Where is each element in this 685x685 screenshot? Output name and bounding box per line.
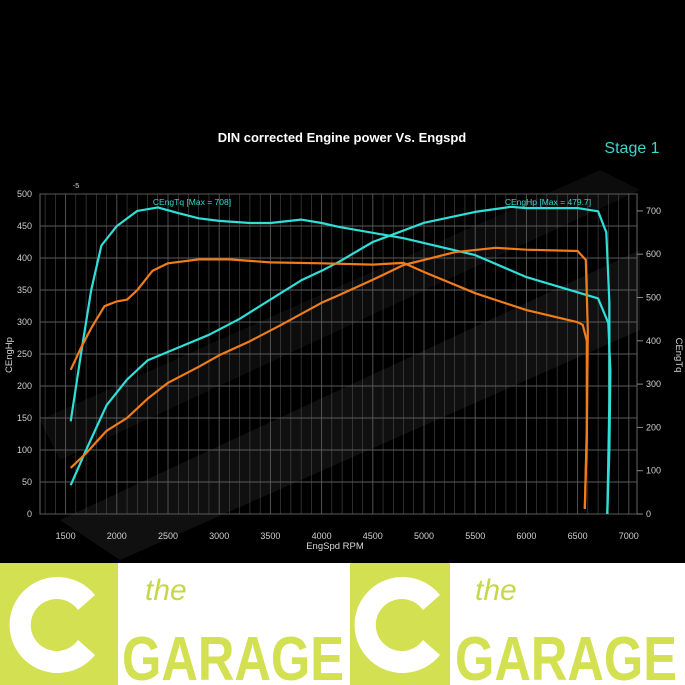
y-left-tick-label: 250 <box>17 349 32 359</box>
y-right-tick-label: 600 <box>646 249 661 259</box>
y-left-tick-label: 450 <box>17 221 32 231</box>
x-tick-label: 5500 <box>465 531 485 541</box>
garage-logo: the GARAGE <box>350 563 677 685</box>
x-tick-label: 5000 <box>414 531 434 541</box>
y-left-tick-label: 400 <box>17 253 32 263</box>
watermark-band <box>40 170 640 460</box>
logo-g-icon <box>9 577 95 674</box>
y-left-tick-label: 50 <box>22 477 32 487</box>
x-tick-label: 4500 <box>363 531 383 541</box>
logo-g-icon <box>354 577 440 673</box>
y-axis-right-label: CEngTq <box>673 338 684 373</box>
x-axis-label: EngSpd RPM <box>306 541 364 552</box>
y-left-tick-label: 500 <box>17 189 32 199</box>
x-tick-label: 7000 <box>619 531 639 541</box>
y-right-tick-label: 300 <box>646 379 661 389</box>
y-left-tick-label: 150 <box>17 413 32 423</box>
watermark-band <box>60 250 640 560</box>
annotation-hp-max: CEngHp [Max = 479.7] <box>505 197 591 207</box>
x-tick-label: 4000 <box>312 531 332 541</box>
chart-title: DIN corrected Engine power Vs. Engspd <box>218 130 467 145</box>
y-left-tick-label: 0 <box>27 509 32 519</box>
series-line-stock-torque <box>69 258 588 509</box>
grid <box>39 193 638 515</box>
y-right-tick-label: 700 <box>646 206 661 216</box>
x-tick-label: 6000 <box>516 531 536 541</box>
series-line-cenghp <box>69 205 611 515</box>
x-tick-label: 2500 <box>158 531 178 541</box>
x-tick-label: 1500 <box>56 531 76 541</box>
x-tick-label: 3500 <box>260 531 280 541</box>
logo-the: the <box>475 574 517 607</box>
y-right-tick-label: 500 <box>646 293 661 303</box>
logo-garage: GARAGE <box>455 625 677 685</box>
y-axis-left-label: CEngHp <box>4 337 15 373</box>
garage-logo: the GARAGE <box>0 563 344 685</box>
y-left-tick-label: 100 <box>17 445 32 455</box>
logo-the: the <box>145 574 187 607</box>
y-right-tick-label: 0 <box>646 509 651 519</box>
x-tick-label: 3000 <box>209 531 229 541</box>
garage-logo-strip: the GARAGE the GARAGE <box>0 563 685 685</box>
y-left-tick-label: 350 <box>17 285 32 295</box>
y-left-tick-label: 200 <box>17 381 32 391</box>
y-left-tick-label: 300 <box>17 317 32 327</box>
y-right-tick-label: 100 <box>646 466 661 476</box>
series-group <box>69 205 612 515</box>
corner-note: -5 <box>73 183 79 190</box>
series-line-cengtq <box>69 206 612 515</box>
annotation-tq-max: CEngTq [Max = 708] <box>153 197 231 207</box>
logo-garage: GARAGE <box>122 625 344 685</box>
x-tick-label: 6500 <box>568 531 588 541</box>
ticks: 0501001502002503003504004505000100200300… <box>17 189 661 541</box>
y-right-tick-label: 200 <box>646 422 661 432</box>
series-line-stock-power <box>69 246 589 509</box>
x-tick-label: 2000 <box>107 531 127 541</box>
y-right-tick-label: 400 <box>646 336 661 346</box>
stage-badge: Stage 1 <box>604 140 659 157</box>
watermark <box>40 170 640 560</box>
